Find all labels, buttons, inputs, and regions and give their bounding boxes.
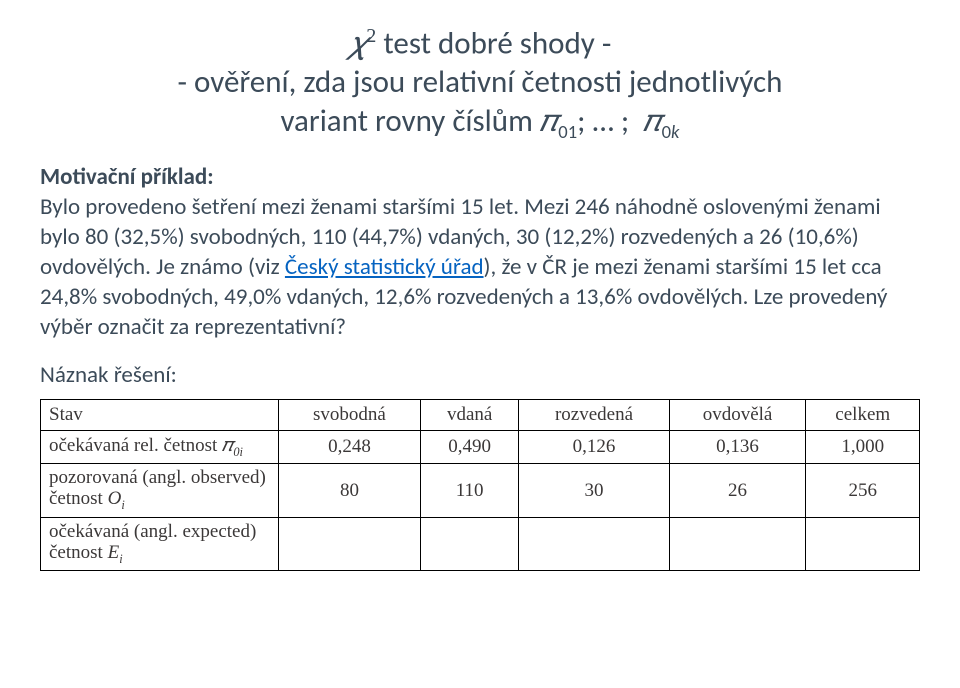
- naznak-label: Náznak řešení:: [40, 361, 920, 389]
- cell: [806, 517, 920, 570]
- czso-link[interactable]: Český statistický úřad: [285, 253, 484, 281]
- col-stav: Stav: [41, 399, 279, 430]
- cell: 0,248: [279, 430, 421, 464]
- row2-label: pozorovaná (angl. observed) četnost Oi: [41, 464, 279, 517]
- row1-label: očekávaná rel. četnost 𝜋0i: [41, 430, 279, 464]
- cell: [519, 517, 669, 570]
- cell: 0,490: [420, 430, 519, 464]
- col-vdana: vdaná: [420, 399, 519, 430]
- title-line3-prefix: variant rovny číslům: [280, 102, 539, 140]
- data-table: Stav svobodná vdaná rozvedená ovdovělá c…: [40, 399, 920, 571]
- cell: 80: [279, 464, 421, 517]
- cell: 30: [519, 464, 669, 517]
- col-ovdovela: ovdovělá: [669, 399, 806, 430]
- cell: [279, 517, 421, 570]
- table-header-row: Stav svobodná vdaná rozvedená ovdovělá c…: [41, 399, 920, 430]
- cell: 26: [669, 464, 806, 517]
- title-line1-text: test dobré shody -: [376, 24, 611, 62]
- table-row: pozorovaná (angl. observed) četnost Oi 8…: [41, 464, 920, 517]
- cell: 0,126: [519, 430, 669, 464]
- table-row: očekávaná (angl. expected) četnost Ei: [41, 517, 920, 570]
- cell: [669, 517, 806, 570]
- cell: 110: [420, 464, 519, 517]
- slide-title: 𝜒2 test dobré shody - - ověření, zda jso…: [40, 24, 920, 143]
- col-rozvedena: rozvedená: [519, 399, 669, 430]
- cell: 0,136: [669, 430, 806, 464]
- col-svobodna: svobodná: [279, 399, 421, 430]
- title-line2: - ověření, zda jsou relativní četnosti j…: [40, 63, 920, 102]
- motiv-label: Motivační příklad:: [40, 163, 214, 191]
- col-celkem: celkem: [806, 399, 920, 430]
- chi-symbol: 𝜒: [349, 25, 367, 60]
- cell: 256: [806, 464, 920, 517]
- cell: [420, 517, 519, 570]
- body-paragraph: Motivační příklad: Bylo provedeno šetřen…: [40, 163, 920, 342]
- row3-label: očekávaná (angl. expected) četnost Ei: [41, 517, 279, 570]
- title-dots: ; … ;: [577, 102, 636, 140]
- table-row: očekávaná rel. četnost 𝜋0i 0,248 0,490 0…: [41, 430, 920, 464]
- cell: 1,000: [806, 430, 920, 464]
